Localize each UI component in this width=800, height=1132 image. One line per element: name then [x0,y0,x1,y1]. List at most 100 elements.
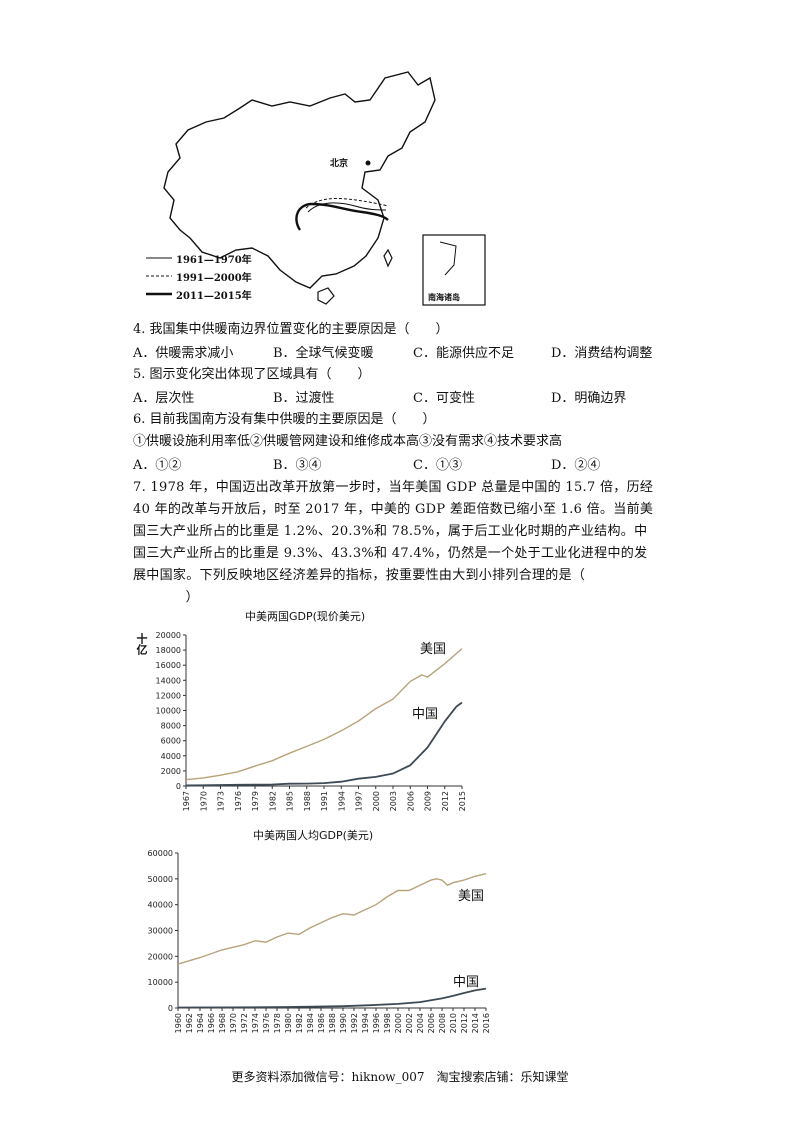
q4-stem: 4. 我国集中供暖南边界位置变化的主要原因是（ ） [133,322,449,337]
q6-option-c: C．①③ [413,458,462,473]
gdp-x-tick-label: 2009 [424,791,433,811]
per-capita-x-tick-label: 1990 [339,1013,348,1033]
boundary-1991-2000 [305,197,389,209]
per-capita-x-tick-label: 2004 [416,1013,425,1033]
gdp-x-tick-label: 1985 [286,791,295,811]
q7-text: 7. 1978 年，中国迈出改革开放第一步时，当年美国 GDP 总量是中国的 1… [133,477,673,609]
south-china-sea-inset [422,234,486,306]
per-capita-x-tick-label: 1982 [295,1013,304,1033]
gdp-y-tick-label: 4000 [161,752,181,761]
china-outline [163,71,436,289]
q6-options: A．①② B．③④ C．①③ D．②④ [133,454,673,476]
gdp-y-tick-label: 6000 [161,737,181,746]
per-capita-x-tick-label: 1984 [306,1013,315,1033]
gdp-y-tick-label: 16000 [156,661,181,670]
gdp-x-tick-label: 2003 [389,791,398,811]
gdp-y-tick-label: 0 [176,782,181,791]
legend-label-1: 1961—1970年 [176,255,252,266]
per-capita-y-tick-label: 40000 [148,901,173,910]
q5-option-c: C．可变性 [413,391,475,406]
per-capita-x-tick-label: 1998 [383,1013,392,1033]
china-heating-map: 北京 南海诸岛 1961—1970年 1991—2000年 2011—2015年 [140,60,500,310]
gdp-x-tick-label: 1976 [234,791,243,811]
q5-option-a: A．层次性 [133,391,195,406]
gdp-x-tick-label: 2000 [372,791,381,811]
q6-option-b: B．③④ [273,458,322,473]
per-capita-x-tick-label: 1976 [262,1013,271,1033]
q4-option-d: D．消费结构调整 [551,346,653,361]
gdp-x-tick-label: 1997 [355,791,364,811]
per-capita-x-tick-label: 1964 [196,1013,205,1033]
legend-label-3: 2011—2015年 [176,291,252,302]
q7-line-3: 国三大产业所占的比重是 1.2%、20.3%和 78.5%，属于后工业化时期的产… [133,524,648,539]
per-capita-series-line-cn [177,987,487,1009]
inset-label: 南海诸岛 [428,292,460,302]
per-capita-y-tick-label: 10000 [148,978,173,987]
gdp-chart: 中美两国GDP(现价美元) 十亿 0 2000 4000 6000 8000 10000 1… [130,605,490,825]
gdp-y-tick-label: 18000 [156,646,181,655]
per-capita-x-tick-label: 1980 [284,1013,293,1033]
per-capita-x-tick-label: 2008 [438,1013,447,1033]
beijing-label: 北京 [330,159,349,169]
per-capita-y-tick-label: 50000 [148,875,173,884]
gdp-x-tick-label: 1991 [320,791,329,811]
per-capita-x-tick-label: 2012 [460,1013,469,1033]
gdp-y-tick-label: 12000 [156,691,181,700]
per-capita-x-tick-label: 1970 [229,1013,238,1033]
gdp-x-tick-label: 2006 [406,791,415,811]
q7-line-6: ） [159,590,199,605]
per-capita-x-tick-label: 2014 [471,1013,480,1033]
q4-options: A．供暖需求减小 B．全球气候变暖 C．能源供应不足 D．消费结构调整 [133,342,673,364]
gdp-x-tick-label: 1967 [182,791,191,811]
gdp-x-tick-label: 1994 [337,791,346,811]
gdp-x-tick-label: 1982 [268,791,277,811]
gdp-y-tick-label: 20000 [156,631,181,640]
per-capita-cn-label: 中国 [453,975,480,990]
per-capita-x-tick-label: 1986 [317,1013,326,1033]
q5-option-b: B．过渡性 [273,391,335,406]
per-capita-x-tick-label: 2016 [482,1013,491,1033]
gdp-y-tick-label: 2000 [161,767,181,776]
gdp-y-tick-label: 10000 [156,707,181,716]
gdp-us-label: 美国 [420,642,447,657]
q6-option-d: D．②④ [551,458,601,473]
per-capita-y-tick-label: 0 [168,1004,173,1013]
per-capita-series-line-us [177,873,487,965]
beijing-marker [365,160,371,166]
gdp-x-tick-label: 2012 [441,791,450,811]
per-capita-x-tick-label: 2006 [427,1013,436,1033]
gdp-per-capita-chart-title: 中美两国人均GDP(美元) [253,829,374,842]
gdp-chart-title: 中美两国GDP(现价美元) [245,610,366,623]
gdp-y-tick-label: 8000 [161,722,181,731]
q4-option-a: A．供暖需求减小 [133,346,234,361]
per-capita-x-tick-label: 1968 [218,1013,227,1033]
hainan-island [317,287,335,305]
q6-stem: 6. 目前我国南方没有集中供暖的主要原因是（ ） [133,412,436,427]
gdp-series-line-us [185,648,463,781]
q7-line-1: 7. 1978 年，中国迈出改革开放第一步时，当年美国 GDP 总量是中国的 1… [133,480,654,495]
per-capita-x-tick-label: 1988 [328,1013,337,1033]
gdp-x-tick-label: 2015 [458,791,467,811]
q5-stem: 5. 图示变化突出体现了区域具有（ ） [133,367,371,382]
q5-options: A．层次性 B．过渡性 C．可变性 D．明确边界 [133,387,673,409]
gdp-chart-svg: 0 2000 4000 6000 8000 10000 12000 14000 16000 180… [156,631,467,811]
gdp-y-tick-label: 14000 [156,676,181,685]
per-capita-x-tick-label: 1974 [251,1013,260,1033]
gdp-x-tick-label: 1988 [303,791,312,811]
q6-option-a: A．①② [133,458,182,473]
per-capita-x-tick-label: 1962 [185,1013,194,1033]
per-capita-x-tick-label: 2010 [449,1013,458,1033]
per-capita-x-tick-label: 1972 [240,1013,249,1033]
per-capita-us-label: 美国 [458,889,485,904]
boundary-2011-2015 [295,202,389,231]
per-capita-y-tick-label: 20000 [148,952,173,961]
per-capita-y-tick-label: 30000 [148,927,173,936]
per-capita-x-tick-label: 1966 [207,1013,216,1033]
q7-line-5: 展中国家。下列反映地区经济差异的指标，按重要性由大到小排列合理的是（ [133,568,586,583]
q6-statement: ①供暖设施利用率低②供暖管网建设和维修成本高③没有需求④技术要求高 [133,434,563,449]
gdp-series-line-cn [185,701,463,787]
legend-label-2: 1991—2000年 [176,273,252,284]
per-capita-y-tick-label: 60000 [148,849,173,858]
footer-note: 更多资料添加微信号：hiknow_007 淘宝搜索店铺：乐知课堂 [231,1070,569,1084]
